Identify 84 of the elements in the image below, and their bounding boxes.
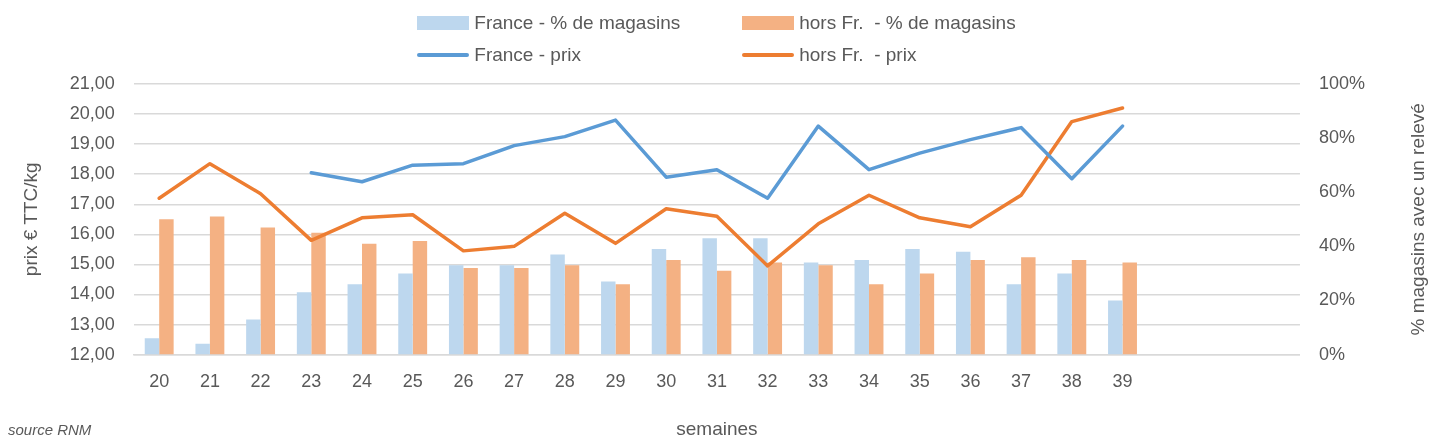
bar — [818, 265, 833, 355]
bar — [260, 227, 276, 355]
bar — [159, 219, 174, 355]
bar — [296, 292, 312, 355]
y-tick-label: 12,00 — [69, 343, 115, 364]
y-tick-label: 20,00 — [69, 103, 115, 124]
y2-tick-label: 0% — [1318, 343, 1345, 364]
x-tick-label: 25 — [402, 371, 423, 392]
bar — [767, 262, 783, 355]
bar — [550, 254, 565, 355]
y2-tick-label: 20% — [1318, 289, 1355, 310]
bar — [362, 243, 377, 355]
bar — [803, 262, 819, 355]
bar — [1071, 259, 1087, 355]
bar — [463, 268, 478, 355]
bar — [514, 268, 529, 355]
bar — [1108, 300, 1123, 355]
y-tick-label: 18,00 — [69, 163, 115, 184]
bar — [1006, 284, 1022, 355]
x-tick-label: 30 — [656, 371, 677, 392]
x-tick-label: 35 — [909, 371, 930, 392]
x-tick-label: 32 — [757, 371, 778, 392]
y2-axis-title: % magasins avec un relevé — [1407, 103, 1429, 336]
y-tick-label: 14,00 — [69, 283, 115, 304]
legend-label: France - % de magasins — [474, 12, 681, 34]
y2-tick-label: 100% — [1318, 72, 1366, 93]
x-tick-label: 24 — [351, 371, 373, 392]
x-tick-label: 38 — [1061, 371, 1082, 392]
legend-label: hors Fr. - prix — [799, 44, 917, 66]
bar — [615, 284, 630, 355]
bar — [195, 343, 210, 355]
x-axis-title: semaines — [676, 417, 758, 439]
y2-tick-label: 60% — [1318, 181, 1355, 202]
bar — [869, 284, 884, 355]
x-tick-label: 27 — [504, 371, 525, 392]
x-tick-label: 33 — [808, 371, 829, 392]
y2-tick-label: 80% — [1318, 127, 1355, 148]
y-tick-label: 16,00 — [69, 223, 115, 244]
bar — [564, 265, 580, 355]
x-tick-label: 23 — [301, 371, 322, 392]
bar — [448, 265, 464, 355]
bar — [246, 319, 261, 355]
bar — [666, 259, 681, 355]
bar — [311, 232, 326, 355]
y-tick-label: 15,00 — [69, 253, 115, 274]
y-tick-label: 17,00 — [69, 193, 115, 214]
x-tick-label: 31 — [706, 371, 727, 392]
y-tick-label: 21,00 — [69, 72, 115, 93]
x-tick-label: 22 — [250, 371, 271, 392]
bar — [601, 281, 616, 355]
y-tick-label: 19,00 — [69, 133, 115, 154]
bar — [970, 259, 985, 355]
bar — [716, 270, 732, 355]
x-tick-label: 20 — [149, 371, 170, 392]
source-note: source RNM — [8, 421, 92, 439]
x-tick-label: 36 — [960, 371, 981, 392]
y2-tick-label: 40% — [1318, 235, 1355, 256]
bar — [412, 240, 428, 355]
bar — [955, 251, 971, 355]
bar — [1122, 262, 1137, 355]
y-tick-label: 13,00 — [69, 313, 115, 334]
x-tick-label: 26 — [453, 371, 474, 392]
bar — [499, 265, 515, 355]
y-axis-title: prix € TTC/kg — [19, 162, 41, 277]
bar — [1057, 273, 1072, 355]
bar — [905, 249, 920, 355]
x-tick-label: 29 — [605, 371, 626, 392]
bar — [753, 238, 768, 355]
x-tick-label: 37 — [1011, 371, 1032, 392]
x-tick-label: 28 — [554, 371, 575, 392]
x-tick-label: 21 — [199, 371, 220, 392]
bar — [398, 273, 413, 355]
x-tick-label: 39 — [1112, 371, 1133, 392]
bar — [919, 273, 935, 355]
bar — [854, 259, 870, 355]
legend-label: France - prix — [474, 44, 581, 66]
bar — [1021, 257, 1036, 355]
bar — [347, 284, 362, 355]
bar — [209, 216, 225, 355]
bar — [651, 249, 667, 355]
bar — [702, 238, 717, 355]
x-tick-label: 34 — [858, 371, 880, 392]
bar — [144, 338, 160, 355]
legend-label: hors Fr. - % de magasins — [799, 12, 1016, 34]
